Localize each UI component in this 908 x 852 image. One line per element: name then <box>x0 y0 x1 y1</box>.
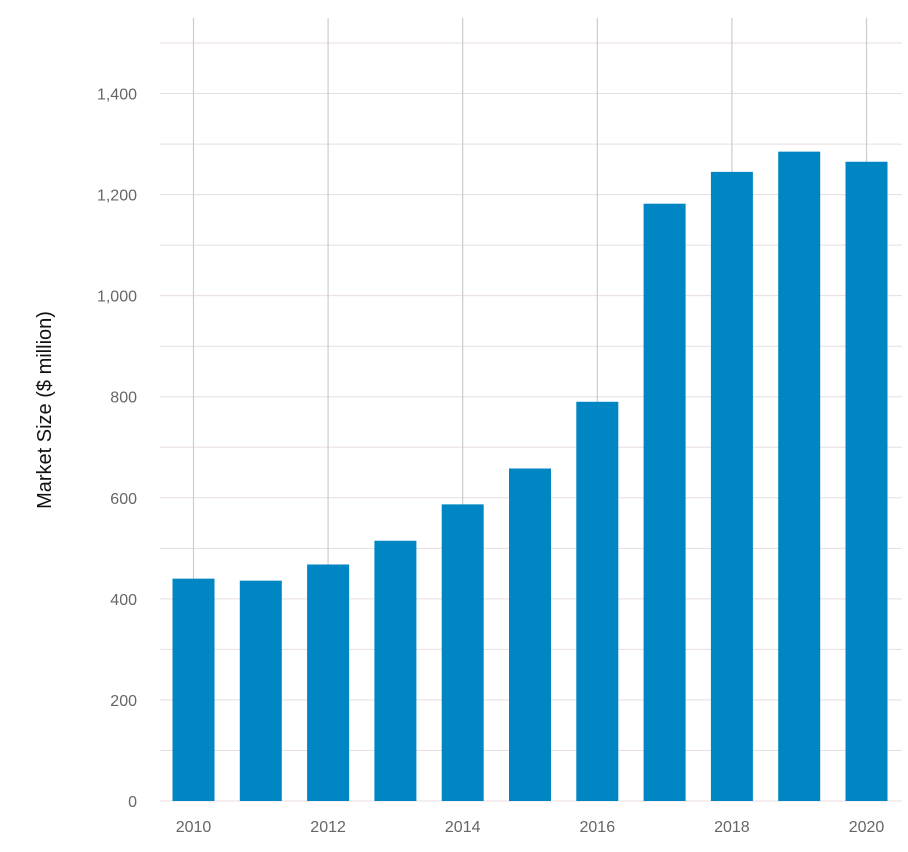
bars-layer <box>172 151 888 802</box>
x-tick-label: 2012 <box>310 819 346 836</box>
y-tick-label: 400 <box>110 592 137 609</box>
y-tick-label: 0 <box>128 794 137 811</box>
bar-2019 <box>778 151 821 801</box>
y-tick-label: 1,000 <box>97 289 137 306</box>
y-tick-label: 1,400 <box>97 87 137 104</box>
y-axis-ticks: 0 200 400 600 800 1,000 1,200 1,400 <box>97 87 137 811</box>
bar-2012 <box>307 564 350 801</box>
y-axis-title: Market Size ($ million) <box>34 311 56 509</box>
y-tick-label: 600 <box>110 491 137 508</box>
bar-2014 <box>441 504 484 801</box>
bar-2016 <box>576 401 619 801</box>
x-tick-label: 2010 <box>176 819 212 836</box>
bar-2013 <box>374 540 417 801</box>
y-tick-label: 1,200 <box>97 188 137 205</box>
x-tick-label: 2018 <box>714 819 750 836</box>
bar-2010 <box>172 578 215 801</box>
bar-2017 <box>643 203 686 802</box>
y-tick-label: 800 <box>110 390 137 407</box>
y-tick-label: 200 <box>110 693 137 710</box>
x-tick-label: 2014 <box>445 819 481 836</box>
bar-2011 <box>239 580 282 801</box>
bar-2018 <box>710 171 753 802</box>
x-tick-label: 2016 <box>580 819 616 836</box>
x-axis-ticks: 2010 2012 2014 2016 2018 2020 <box>176 819 885 836</box>
bar-2020 <box>845 161 888 802</box>
bar-2015 <box>509 468 551 801</box>
x-tick-label: 2020 <box>849 819 885 836</box>
